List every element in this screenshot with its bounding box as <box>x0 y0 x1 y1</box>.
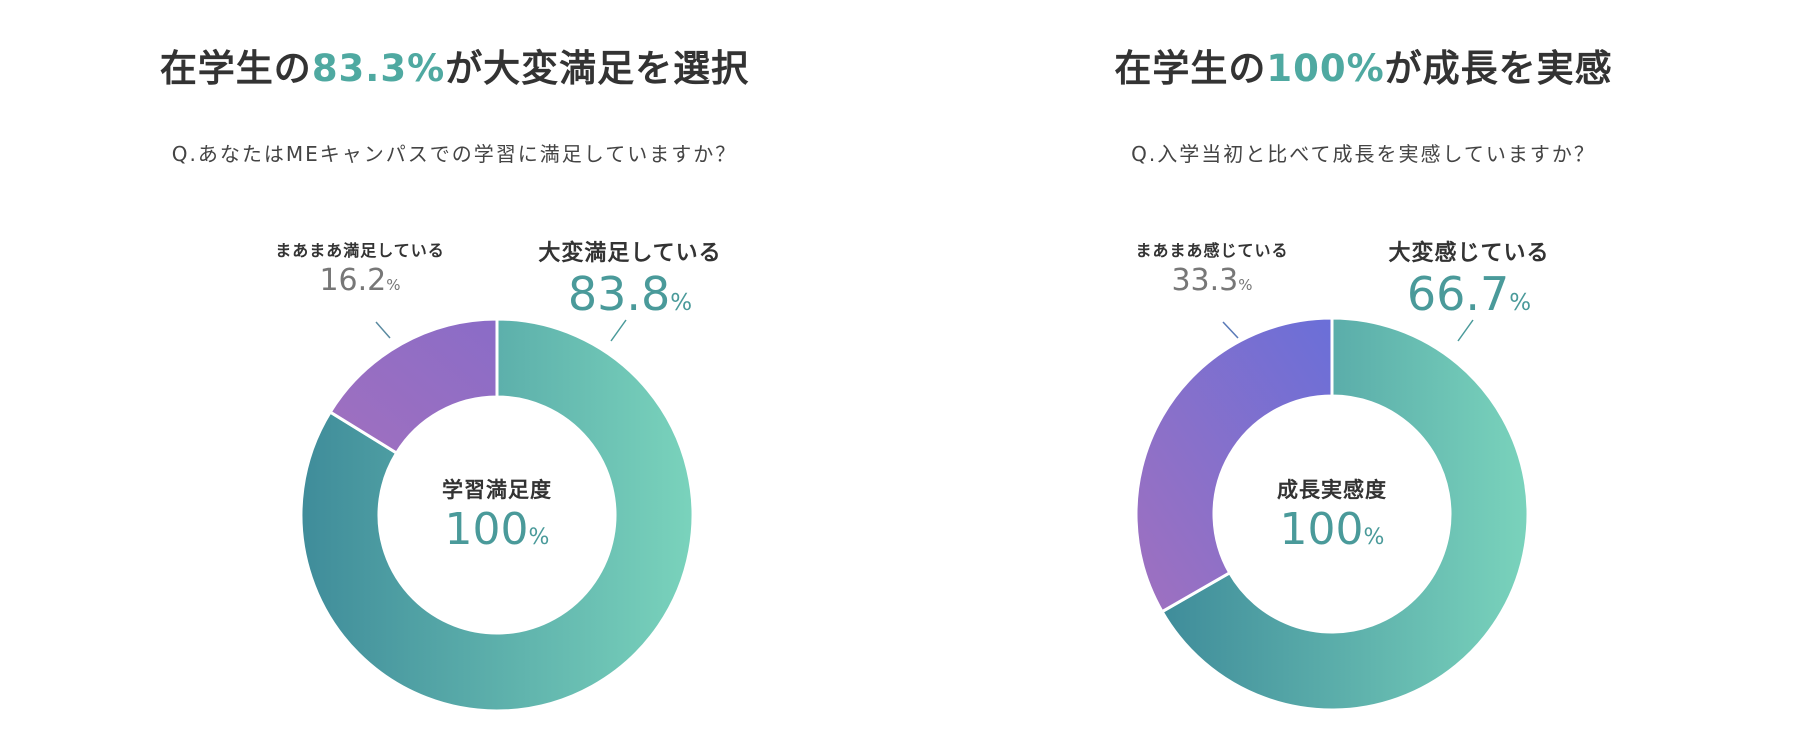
chart-panel-growth: 在学生の100%が成長を実感 Q.入学当初と比べて成長を実感していますか？ まあ… <box>909 0 1818 750</box>
donut-center-label: 成長実感度 100% <box>1277 478 1387 555</box>
segment-label-primary: 大変満足している 83.8% <box>538 241 722 321</box>
chart-question: Q.あなたはMEキャンパスでの学習に満足していますか？ <box>171 142 738 166</box>
donut-center-label: 学習満足度 100% <box>442 478 552 555</box>
chart-question: Q.入学当初と比べて成長を実感していますか？ <box>1131 142 1596 166</box>
donut-chart-satisfaction <box>299 317 695 713</box>
title-highlight: 100% <box>1266 47 1385 90</box>
segment-label-secondary: まあまあ満足している 16.2% <box>275 241 445 298</box>
donut-chart-growth <box>1134 316 1530 712</box>
title-highlight: 83.3% <box>311 47 446 90</box>
leader-line-secondary <box>375 321 391 339</box>
donut-slice-secondary <box>328 317 499 456</box>
segment-label-primary: 大変感じている 66.7% <box>1388 241 1550 321</box>
donut-slice-primary <box>299 317 695 713</box>
donut-slice-secondary <box>1134 316 1334 614</box>
chart-title: 在学生の100%が成長を実感 <box>1114 47 1613 90</box>
leader-line-primary <box>1457 319 1474 342</box>
leader-line-primary <box>610 319 627 342</box>
segment-label-secondary: まあまあ感じている 33.3% <box>1135 241 1289 298</box>
leader-line-secondary <box>1222 321 1239 339</box>
chart-title: 在学生の83.3%が大変満足を選択 <box>159 47 750 90</box>
donut-slice-primary <box>1160 316 1530 712</box>
chart-panel-satisfaction: 在学生の83.3%が大変満足を選択 Q.あなたはMEキャンパスでの学習に満足して… <box>159 47 750 713</box>
